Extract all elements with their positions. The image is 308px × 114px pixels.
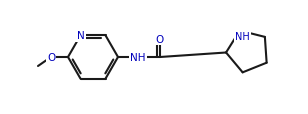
- Text: NH: NH: [235, 31, 250, 41]
- Text: N: N: [77, 31, 84, 41]
- Text: O: O: [156, 35, 164, 45]
- Text: NH: NH: [130, 53, 146, 62]
- Text: O: O: [47, 53, 55, 62]
